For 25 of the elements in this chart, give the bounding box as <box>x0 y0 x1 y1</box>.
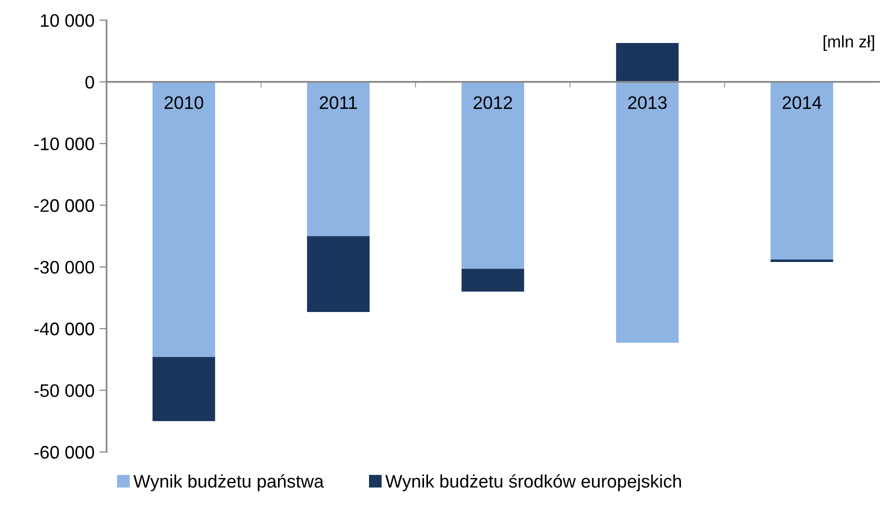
annotation: [mln zł] <box>824 35 874 51</box>
x-tick-label: 2012 <box>474 96 512 110</box>
y-tick-label: 10 000 <box>40 14 94 27</box>
y-tick-label: -10 000 <box>34 138 94 150</box>
bar <box>307 236 370 312</box>
bar <box>152 82 216 357</box>
bar <box>152 356 216 422</box>
bar <box>307 82 370 236</box>
legend-label: Wynik budżetu środków europejskich <box>385 474 681 492</box>
y-tick-label: -60 000 <box>34 446 94 459</box>
bar <box>462 82 524 269</box>
y-tick-label: -20 000 <box>34 199 94 212</box>
x-tick-label: 2014 <box>782 96 822 110</box>
y-tick-label: -30 000 <box>34 260 94 274</box>
x-tick-label: 2013 <box>628 96 667 110</box>
bar <box>616 43 679 82</box>
bar <box>462 268 524 292</box>
bar <box>770 82 834 260</box>
y-tick-label: 0 <box>85 76 94 89</box>
x-tick-label: 2011 <box>320 96 357 110</box>
x-tick-label: 2010 <box>164 96 204 110</box>
y-tick-label: -40 000 <box>34 322 94 336</box>
bar <box>616 82 679 343</box>
legend-label: Wynik budżetu państwa <box>133 474 324 492</box>
y-tick-label: -50 000 <box>34 384 94 398</box>
